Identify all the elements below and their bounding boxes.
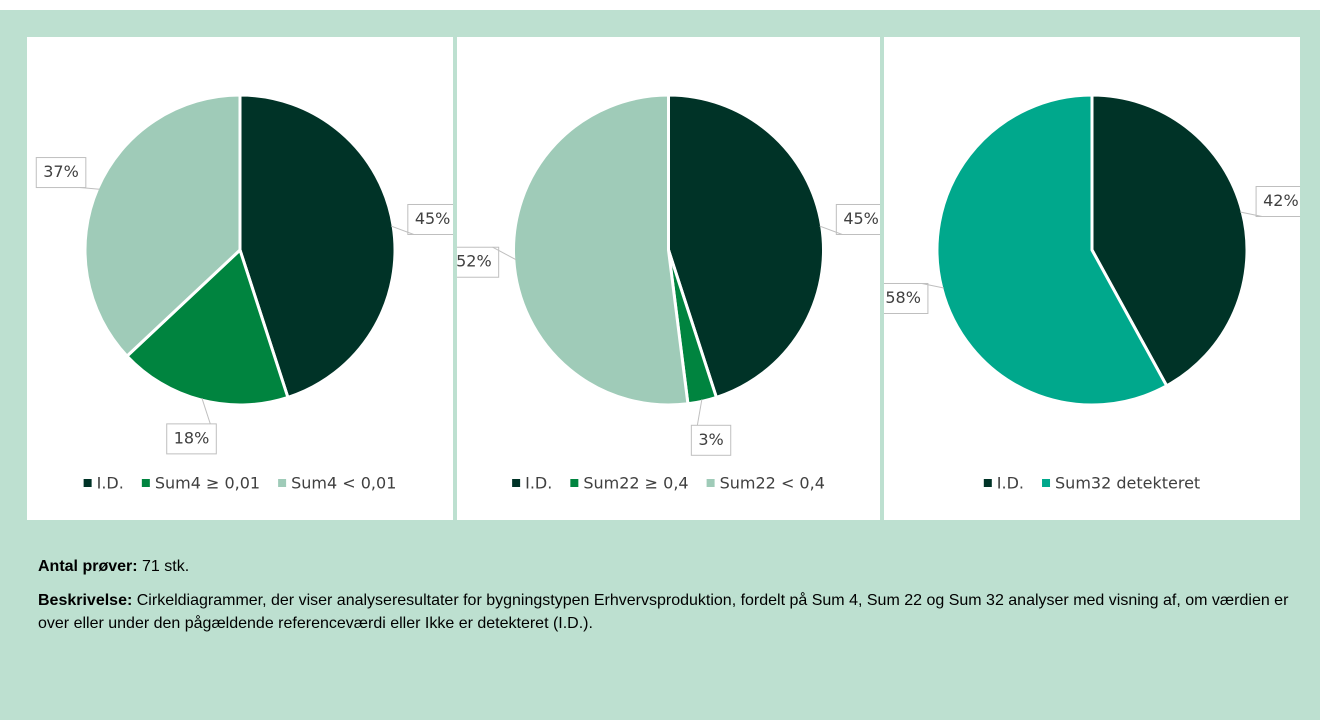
data-label: 45% xyxy=(407,203,458,235)
data-label-text: 18% xyxy=(174,428,210,447)
legend-label: Sum22 < 0,4 xyxy=(720,474,825,493)
data-label: 37% xyxy=(35,157,87,189)
data-label-box xyxy=(407,203,458,235)
data-label-text: 52% xyxy=(457,252,492,271)
legend-label: I.D. xyxy=(97,474,124,493)
description-text: Cirkeldiagrammer, der viser analyseresul… xyxy=(38,592,1289,632)
leader-line xyxy=(819,225,843,235)
data-label-text: 3% xyxy=(698,430,723,449)
pie-slice xyxy=(667,93,825,400)
chart: 45% 18% 37% I.D. Sum4 ≥ 0,01 Sum4 < 0,01 xyxy=(35,93,458,493)
data-label: 45% xyxy=(835,203,887,235)
pie-slice xyxy=(83,93,242,359)
data-label-text: 37% xyxy=(43,162,79,181)
legend: I.D. Sum22 ≥ 0,4 Sum22 < 0,4 xyxy=(512,474,825,493)
legend-label: I.D. xyxy=(997,474,1024,493)
data-label-text: 58% xyxy=(885,288,921,307)
data-label: 52% xyxy=(448,246,500,278)
data-label: 42% xyxy=(1255,186,1307,218)
description: Beskrivelse: Cirkeldiagrammer, der viser… xyxy=(38,589,1296,635)
legend: I.D. Sum4 ≥ 0,01 Sum4 < 0,01 xyxy=(83,474,396,493)
data-label-box xyxy=(877,282,929,314)
panel: 45% 3% 52% I.D. Sum22 ≥ 0,4 Sum22 < 0,4 xyxy=(448,37,887,520)
leader-line xyxy=(696,399,703,426)
leader-line xyxy=(921,283,944,289)
pie-slice xyxy=(238,93,397,400)
legend-swatch xyxy=(278,479,287,487)
data-label-box xyxy=(448,246,500,278)
data-label: 58% xyxy=(877,282,929,314)
legend: I.D. Sum32 detekteret xyxy=(983,474,1200,493)
legend-swatch xyxy=(1042,479,1051,487)
data-label: 3% xyxy=(690,424,732,456)
legend-swatch xyxy=(570,479,579,487)
pie-slice xyxy=(512,93,690,407)
panel: 42% 58% I.D. Sum32 detekteret xyxy=(877,37,1307,520)
frame: 45% 18% 37% I.D. Sum4 ≥ 0,01 Sum4 < 0,01 45% 3… xyxy=(0,10,1320,720)
data-label: 18% xyxy=(166,423,217,455)
chart: 42% 58% I.D. Sum32 detekteret xyxy=(877,93,1307,493)
data-label-box xyxy=(35,157,87,189)
chart: 45% 3% 52% I.D. Sum22 ≥ 0,4 Sum22 < 0,4 xyxy=(448,93,887,493)
data-label-box xyxy=(690,424,732,456)
leader-line xyxy=(492,246,517,261)
leader-line xyxy=(201,398,211,425)
data-label-box xyxy=(1255,186,1307,218)
legend-label: Sum4 < 0,01 xyxy=(291,474,396,493)
legend-label: I.D. xyxy=(525,474,552,493)
description-label: Beskrivelse: xyxy=(38,592,133,609)
samples-label: Antal prøver: xyxy=(38,558,138,575)
data-label-text: 45% xyxy=(843,209,879,228)
leader-line xyxy=(390,225,414,235)
data-label-text: 45% xyxy=(415,209,451,228)
pie-slice xyxy=(124,247,290,407)
legend-swatch xyxy=(83,479,92,487)
legend-label: Sum4 ≥ 0,01 xyxy=(155,474,260,493)
pie-slice xyxy=(1090,93,1249,388)
data-label-box xyxy=(166,423,217,455)
pie-slice xyxy=(935,93,1169,407)
legend-swatch xyxy=(706,479,715,487)
legend-label: Sum22 ≥ 0,4 xyxy=(583,474,688,493)
data-label-box xyxy=(835,203,887,235)
panel: 45% 18% 37% I.D. Sum4 ≥ 0,01 Sum4 < 0,01 xyxy=(27,37,458,520)
leader-line xyxy=(1240,211,1263,217)
legend-swatch xyxy=(141,479,150,487)
leader-line xyxy=(79,187,100,190)
samples: Antal prøver: 71 stk. xyxy=(38,555,1296,578)
data-label-text: 42% xyxy=(1263,191,1299,210)
samples-text: 71 stk. xyxy=(142,558,190,575)
footer: Antal prøver: 71 stk. Beskrivelse: Cirke… xyxy=(38,555,1296,646)
legend-swatch xyxy=(512,479,521,487)
legend-swatch xyxy=(983,479,992,487)
legend-label: Sum32 detekteret xyxy=(1055,474,1200,493)
